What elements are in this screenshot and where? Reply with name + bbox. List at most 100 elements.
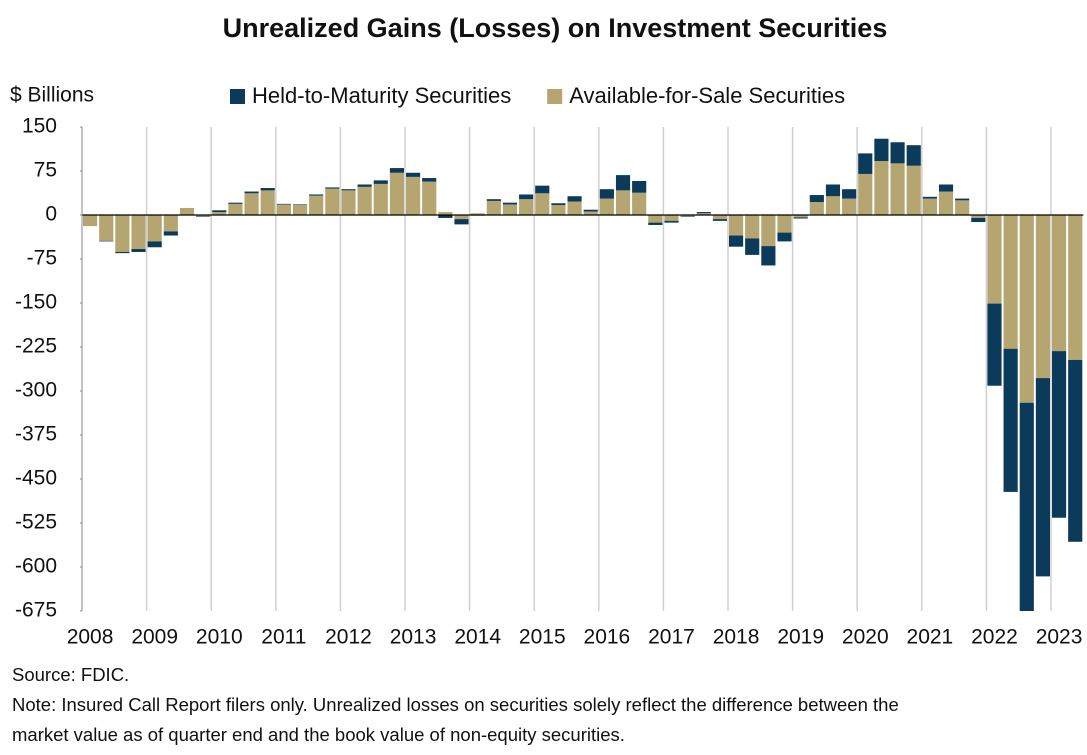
bar [83,215,98,227]
y-tick-label: -675 [15,599,57,622]
bar [535,193,550,215]
x-tick-label: 2017 [648,626,695,649]
x-tick-label: 2023 [1036,626,1083,649]
bar [179,207,195,215]
bar [212,212,227,215]
bar [680,216,695,217]
bar [1035,378,1050,577]
bar [906,145,921,166]
bar [438,212,453,215]
bar [632,180,647,193]
bar [519,199,534,215]
bar [906,165,921,215]
x-tick-label: 2022 [971,626,1018,649]
bar [422,178,437,182]
bar [406,172,421,177]
bar [196,216,211,217]
bar [486,200,501,215]
bar [777,232,792,242]
bar [809,202,824,215]
bar [99,215,114,241]
bar [244,191,259,194]
bar [131,249,146,252]
bar [955,200,970,215]
bar [761,215,776,247]
legend-label: Held-to-Maturity Securities [252,83,511,108]
bar [955,198,970,201]
bar [373,180,388,184]
x-tick-label: 2011 [261,626,306,649]
x-tick-label: 2014 [454,626,501,649]
bar [971,215,986,218]
bar [777,215,792,233]
bar [309,194,324,196]
bar [890,163,905,215]
bar [1003,348,1018,492]
bar [454,219,469,225]
bar [648,222,663,225]
x-tick-label: 2020 [842,626,889,649]
bar [357,186,372,215]
bar [729,235,744,247]
bar [696,213,711,215]
bar [615,190,631,215]
x-tick-label: 2021 [907,626,954,649]
bar [583,211,598,215]
bar [1052,215,1067,352]
bar [599,198,614,215]
legend-swatch [230,89,245,104]
y-tick-label: -150 [15,291,57,314]
bar [551,203,566,206]
y-tick-label: -75 [27,247,57,270]
bar [874,138,889,162]
bar [745,215,760,239]
bar [1003,215,1018,349]
bar [1068,359,1083,542]
bar [567,196,582,202]
bar [502,204,518,215]
chart-title: Unrealized Gains (Losses) on Investment … [223,13,888,43]
bar [454,215,469,220]
bar [389,168,404,173]
bar [438,215,453,218]
x-tick-label: 2015 [519,626,566,649]
bar [987,303,1002,386]
y-tick-label: -525 [15,511,57,534]
bar [551,205,566,215]
bar [825,184,841,197]
bar [858,173,873,215]
y-tick-label: -300 [15,379,57,402]
y-tick-label: 150 [22,115,57,138]
bar [163,215,178,232]
bar [922,196,937,199]
bar [260,190,275,215]
y-tick-label: -225 [15,335,57,358]
bar [212,210,227,213]
bar [292,205,308,215]
bar [1035,215,1050,379]
source: Source: FDIC. [12,664,129,685]
bar [406,176,421,215]
bar [1068,215,1083,360]
bar [147,215,162,242]
bar [696,212,711,214]
bar [761,246,776,266]
bar [599,189,614,199]
bar [745,238,760,255]
x-tick-label: 2013 [390,626,437,649]
bar [874,161,889,215]
bar [486,199,501,201]
bar [664,220,679,223]
bar [712,215,727,220]
bar [1052,351,1067,518]
bar [615,175,631,191]
y-tick-label: 0 [45,203,57,226]
bar [938,184,954,192]
bar [115,251,130,254]
y-tick-label: -600 [15,555,57,578]
bar [825,196,841,215]
bar [1019,215,1034,403]
x-tick-label: 2008 [67,626,114,649]
bar [244,193,259,215]
bar [341,190,356,215]
